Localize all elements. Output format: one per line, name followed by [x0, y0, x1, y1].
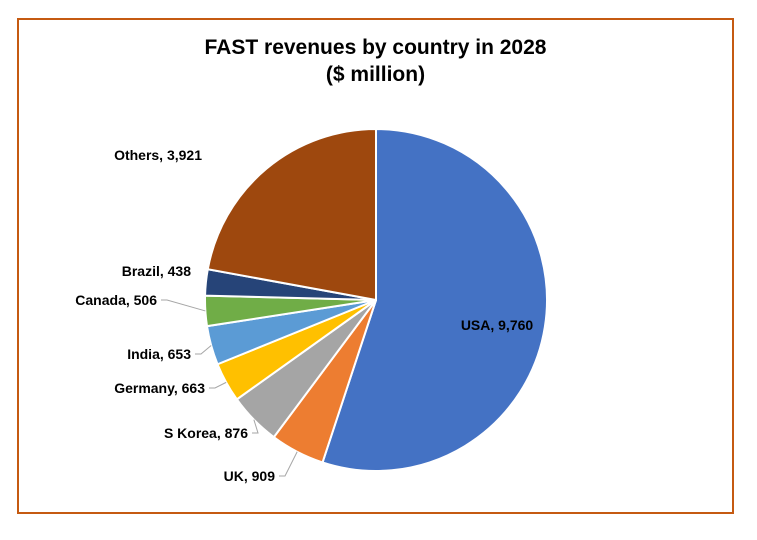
leader-germany — [209, 381, 227, 389]
label-germany: Germany, 663 — [114, 380, 205, 396]
chart-title: FAST revenues by country in 2028 — [204, 36, 547, 59]
chart-subtitle: ($ million) — [325, 63, 426, 86]
leader-canada — [161, 299, 206, 312]
slice-others — [206, 127, 377, 302]
leader-uk — [279, 451, 298, 477]
leader-lines — [161, 299, 298, 477]
label-usa: USA, 9,760 — [461, 317, 534, 333]
label-others: Others, 3,921 — [114, 147, 202, 163]
slice-usa — [321, 127, 548, 472]
label-uk: UK, 909 — [224, 468, 276, 484]
chart-title-block: FAST revenues by country in 2028 ($ mill… — [17, 34, 734, 88]
chart-frame — [17, 18, 734, 514]
leader-s-korea — [252, 419, 259, 434]
label-brazil: Brazil, 438 — [122, 263, 191, 279]
leader-india — [195, 345, 212, 355]
label-canada: Canada, 506 — [75, 292, 157, 308]
label-s-korea: S Korea, 876 — [164, 425, 248, 441]
label-india: India, 653 — [127, 346, 191, 362]
data-labels: USA, 9,760 UK, 909 S Korea, 876 Germany, 66… — [75, 147, 533, 484]
pie-slices — [204, 127, 548, 472]
